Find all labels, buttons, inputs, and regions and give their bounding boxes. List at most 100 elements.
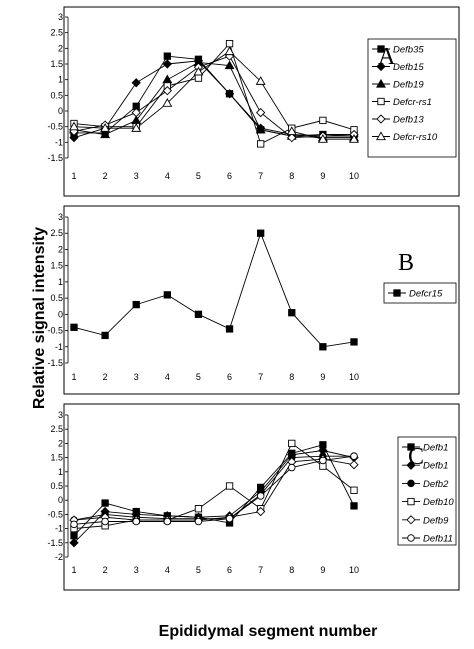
panel-c-series-line-defb10-3: [73, 442, 355, 530]
data-point: [163, 291, 171, 299]
data-point: [257, 229, 265, 237]
legend-item: Defb19: [372, 78, 424, 91]
data-point: [225, 39, 234, 48]
panel-a-series-line-defb13-4: [73, 55, 355, 139]
legend-item: Defb35: [372, 45, 424, 56]
panel-c-y-tick-label: 1: [58, 467, 63, 477]
panel-a-y-tick-label: -0.5: [47, 122, 63, 132]
panel-b-x-tick-label: 6: [227, 372, 232, 382]
data-point: [255, 76, 266, 85]
data-point: [287, 132, 297, 143]
data-point: [319, 456, 327, 465]
panel-a-y-tick-label: 2.5: [50, 28, 63, 38]
panel-a-y-tick-label: -1: [55, 137, 63, 147]
panel-b-y-tick-label: -1: [55, 342, 63, 352]
panel-c-y-tick-label: 0.5: [50, 481, 63, 491]
legend-marker: [407, 497, 415, 506]
data-point: [163, 52, 171, 60]
data-point: [349, 134, 359, 143]
legend-item: Defb1: [402, 443, 448, 454]
data-point: [194, 517, 203, 526]
legend-marker: [407, 443, 415, 451]
data-point: [350, 502, 358, 510]
panel-a-x-tick-label: 7: [258, 171, 263, 181]
legend-marker: [407, 479, 415, 488]
panel-c-series-points-defb1-1: [69, 445, 359, 548]
panel-b-x-tick-label: 9: [320, 372, 325, 382]
legend-item: Defb2: [402, 479, 449, 490]
panel-b-y-tick-label: 3: [58, 212, 63, 222]
legend-label: Defb1: [423, 443, 448, 454]
data-point: [162, 85, 172, 96]
data-point: [288, 309, 296, 317]
legend-item: Defb15: [372, 61, 424, 73]
legend-label: Defcr-rs1: [393, 97, 432, 108]
legend-marker: [377, 45, 385, 53]
panel-c-x-tick-label: 8: [289, 565, 294, 575]
data-point: [257, 140, 265, 148]
panel-a-y-tick-label: 0.5: [50, 90, 63, 100]
panel-c-x-tick-label: 3: [134, 565, 139, 575]
panel-b-legend: Defcr15: [383, 282, 457, 304]
panel-a-series-line-defcr-rs1-3: [73, 42, 355, 145]
panel-a-x-tick-label: 3: [134, 171, 139, 181]
data-point: [100, 129, 111, 139]
data-point: [101, 499, 109, 507]
data-point: [256, 492, 265, 500]
legend-marker: [376, 131, 386, 141]
legend-marker: [407, 534, 415, 542]
data-point: [286, 126, 297, 135]
panel-a-x-tick-label: 1: [71, 171, 76, 181]
legend-marker: [376, 114, 386, 124]
panel-a-frame: [63, 6, 460, 197]
panel-b-x-tick-label: 7: [258, 372, 263, 382]
data-point: [317, 134, 328, 143]
data-point: [194, 310, 203, 318]
data-point: [69, 132, 79, 143]
panel-c-x-tick-label: 9: [320, 565, 325, 575]
panel-a-series-points-defcr-rs10-5: [69, 46, 359, 143]
panel-a: -1.5 -1 -0.5 0 0.5 1 1.5 2 2.5 3 1 2 3 4 5 6 7 8 9 10 Defb35…: [47, 6, 460, 197]
panel-c-y-tick-label: 2.5: [50, 424, 63, 434]
panel-c-y-tick-label: -0.5: [47, 509, 63, 519]
panel-c-x-tick-label: 7: [258, 565, 263, 575]
panel-a-letter: A: [378, 44, 396, 70]
panel-a-x-tick-label: 9: [320, 171, 325, 181]
x-axis-title: Epididymal segment number: [159, 623, 378, 640]
legend-label: Defb9: [423, 515, 449, 526]
panel-a-x-tick-label: 5: [196, 171, 201, 181]
panel-b-x-tick-label: 10: [349, 372, 359, 382]
panel-c-x-tick-label: 2: [103, 565, 108, 575]
data-point: [131, 78, 141, 88]
panel-c-series-line-defb11-5: [73, 455, 355, 525]
panel-a-y-tick-label: 0: [58, 106, 63, 116]
data-point: [224, 46, 235, 56]
y-axis-title: Relative signal intensity: [31, 227, 48, 409]
panel-b-y-tick-label: 2.5: [50, 228, 63, 238]
panel-c-y-tick-label: 1.5: [50, 453, 63, 463]
panel-a-x-tick-label: 8: [289, 171, 294, 181]
panel-b: -1.5 -1 -0.5 0 0.5 1 1.5 2 2.5 3 1 2 3 4 5 6 7 8 9 10 Defcr1…: [47, 205, 460, 395]
legend-item: Defb13: [372, 114, 424, 126]
panel-a-legend: Defb35 Defb15 Defb19 Defcr-rs1 Defb13 Defcr-r…: [367, 38, 457, 158]
data-point: [319, 116, 327, 125]
legend-item: Defb9: [402, 515, 449, 526]
data-point: [193, 66, 204, 76]
data-point: [225, 325, 234, 333]
data-point: [70, 520, 78, 529]
panel-c-series-line-defb1-1: [73, 450, 355, 544]
data-point: [69, 121, 79, 131]
panel-c-y-tick-label: 0: [58, 495, 63, 505]
legend-marker: [376, 61, 386, 72]
panel-a-x-tick-label: 10: [349, 171, 359, 181]
panel-b-x-tick-label: 8: [289, 372, 294, 382]
panel-c-y-tick-label: -2: [55, 552, 63, 562]
panel-b-x-tick-label: 2: [103, 372, 108, 382]
data-point: [100, 123, 111, 132]
data-point: [194, 74, 203, 82]
legend-marker: [406, 515, 416, 525]
panel-c: -2 -1.5 -1 -0.5 0 0.5 1 1.5 2 2.5 3 1 2 3 4 5 6 7 8 9 10 Defb…: [47, 403, 460, 591]
panel-b-series-line-defcr15-0: [73, 231, 355, 348]
panel-c-x-tick-label: 4: [165, 565, 170, 575]
